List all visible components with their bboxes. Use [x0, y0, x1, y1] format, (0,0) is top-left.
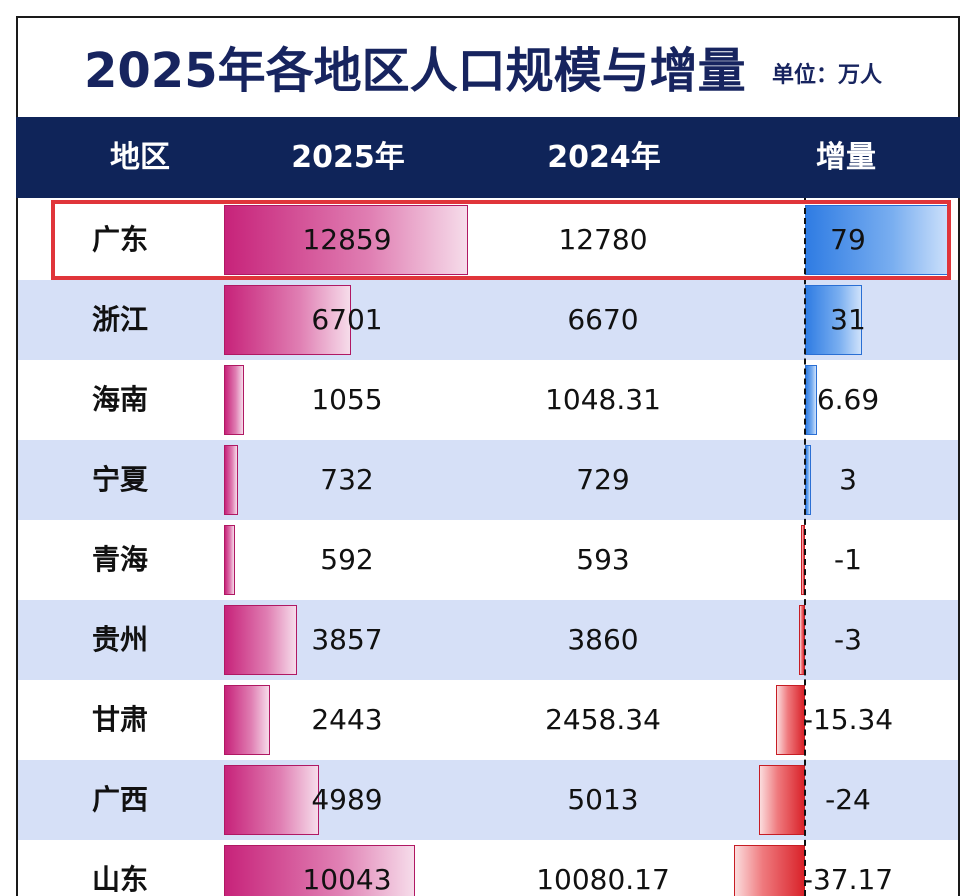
table-header: 地区 2025年 2024年 增量 [16, 117, 960, 198]
value-2024: 593 [576, 543, 630, 576]
bar-2025 [224, 605, 297, 675]
header-2025: 2025年 [291, 140, 405, 175]
value-delta: -24 [825, 783, 871, 816]
table-row [18, 440, 958, 520]
table-row [18, 280, 958, 360]
value-2025: 732 [320, 463, 374, 496]
value-delta: -1 [834, 543, 862, 576]
header-2024: 2024年 [547, 140, 661, 175]
bar-delta-increase [805, 205, 951, 275]
region-label: 山东 [91, 863, 148, 896]
value-delta: -3 [834, 623, 862, 656]
bar-2025 [224, 765, 319, 835]
bar-delta-decrease [759, 765, 805, 835]
value-2025: 12859 [302, 223, 392, 256]
value-2025: 10043 [302, 863, 392, 896]
value-2025: 3857 [311, 623, 383, 656]
bar-2025 [224, 445, 238, 515]
value-2025: 6701 [311, 303, 383, 336]
value-2025: 2443 [311, 703, 383, 736]
header-region: 地区 [110, 140, 170, 175]
table-row [18, 200, 958, 280]
value-2024: 5013 [567, 783, 639, 816]
region-label: 浙江 [91, 303, 148, 336]
value-2025: 592 [320, 543, 374, 576]
value-delta: -37.17 [802, 863, 894, 896]
region-label: 甘肃 [91, 703, 148, 736]
value-delta: 6.69 [816, 383, 880, 416]
value-2024: 2458.34 [545, 703, 661, 736]
bar-2025 [224, 365, 244, 435]
chart-title: 2025年各地区人口规模与增量 [84, 43, 746, 99]
page-border-right [958, 16, 960, 896]
bar-2025 [224, 525, 235, 595]
value-2024: 3860 [567, 623, 639, 656]
region-label: 海南 [91, 383, 148, 416]
bar-2025 [224, 845, 415, 896]
page-border-top [16, 16, 960, 18]
region-label: 广西 [91, 783, 148, 816]
delta-zero-line [804, 198, 806, 896]
bar-delta-increase [805, 285, 862, 355]
value-delta: 79 [830, 223, 866, 256]
table-row [18, 360, 958, 440]
bar-2025 [224, 685, 270, 755]
bar-2025 [224, 285, 351, 355]
region-label: 广东 [91, 223, 148, 256]
value-2025: 4989 [311, 783, 383, 816]
unit-label: 单位：万人 [772, 63, 883, 88]
value-delta: -15.34 [802, 703, 894, 736]
region-label: 贵州 [91, 623, 148, 656]
value-delta: 31 [830, 303, 866, 336]
region-label: 宁夏 [91, 463, 148, 496]
value-2024: 12780 [558, 223, 648, 256]
value-2024: 10080.17 [536, 863, 670, 896]
region-label: 青海 [91, 543, 148, 576]
page-border-left [16, 16, 18, 896]
bar-delta-decrease [734, 845, 805, 896]
header-delta: 增量 [816, 140, 876, 175]
value-delta: 3 [839, 463, 857, 496]
value-2025: 1055 [311, 383, 383, 416]
value-2024: 1048.31 [545, 383, 661, 416]
bar-2025 [224, 205, 468, 275]
value-2024: 729 [576, 463, 630, 496]
value-2024: 6670 [567, 303, 639, 336]
